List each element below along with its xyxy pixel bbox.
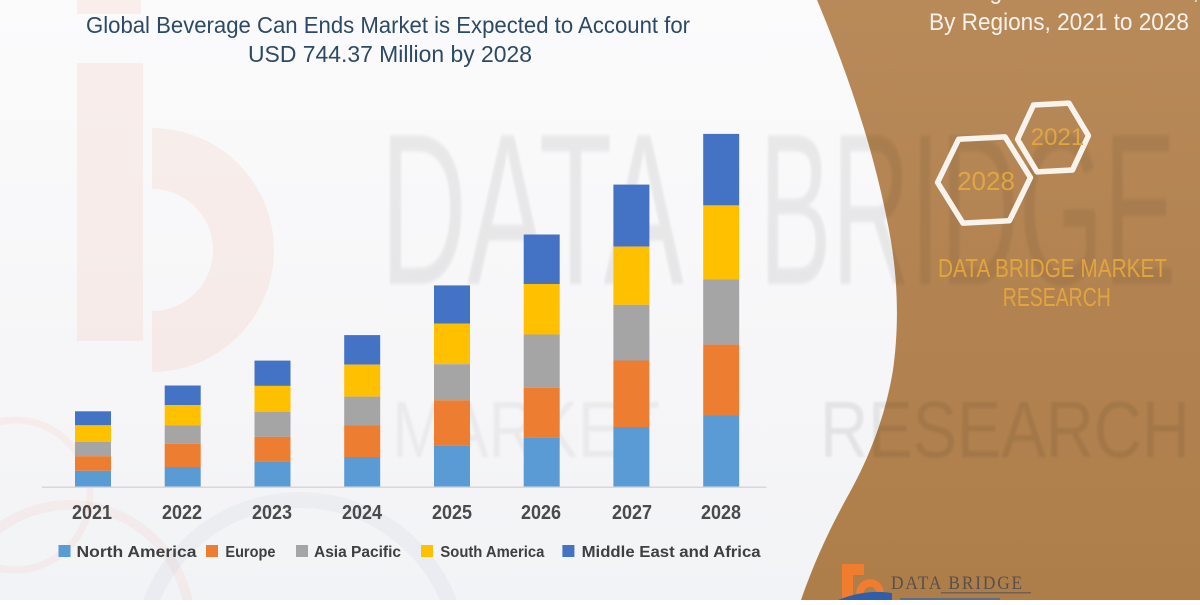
svg-text:2024: 2024 — [342, 502, 383, 524]
svg-text:Europe: Europe — [225, 544, 275, 561]
svg-text:2022: 2022 — [162, 502, 202, 524]
svg-text:2027: 2027 — [612, 502, 652, 524]
svg-text:RESEARCH: RESEARCH — [1003, 282, 1111, 312]
svg-text:By Regions, 2021 to 2028: By Regions, 2021 to 2028 — [929, 9, 1189, 36]
svg-text:2028: 2028 — [701, 502, 741, 524]
svg-text:South America: South America — [440, 544, 544, 561]
svg-text:DATA BRIDGE: DATA BRIDGE — [891, 573, 1024, 594]
svg-text:2026: 2026 — [521, 502, 561, 524]
svg-text:RESEARCH: RESEARCH — [820, 385, 1190, 474]
svg-text:Beverage Can Ends Market,: Beverage Can Ends Market, — [919, 0, 1199, 5]
svg-text:2025: 2025 — [432, 502, 472, 524]
svg-text:2021: 2021 — [72, 502, 112, 524]
svg-text:North America: North America — [77, 544, 197, 561]
svg-text:USD 744.37 Million by 2028: USD 744.37 Million by 2028 — [248, 41, 532, 67]
svg-text:BRIDGE: BRIDGE — [759, 89, 1176, 330]
svg-text:2028: 2028 — [957, 166, 1015, 196]
svg-text:Middle East and Africa: Middle East and Africa — [582, 544, 761, 561]
svg-text:Global Beverage Can Ends Marke: Global Beverage Can Ends Market is Expec… — [86, 12, 690, 38]
svg-text:2023: 2023 — [252, 502, 292, 524]
svg-text:Asia Pacific: Asia Pacific — [314, 544, 401, 561]
svg-text:DATA BRIDGE MARKET: DATA BRIDGE MARKET — [938, 253, 1167, 283]
svg-text:2021: 2021 — [1031, 124, 1084, 151]
